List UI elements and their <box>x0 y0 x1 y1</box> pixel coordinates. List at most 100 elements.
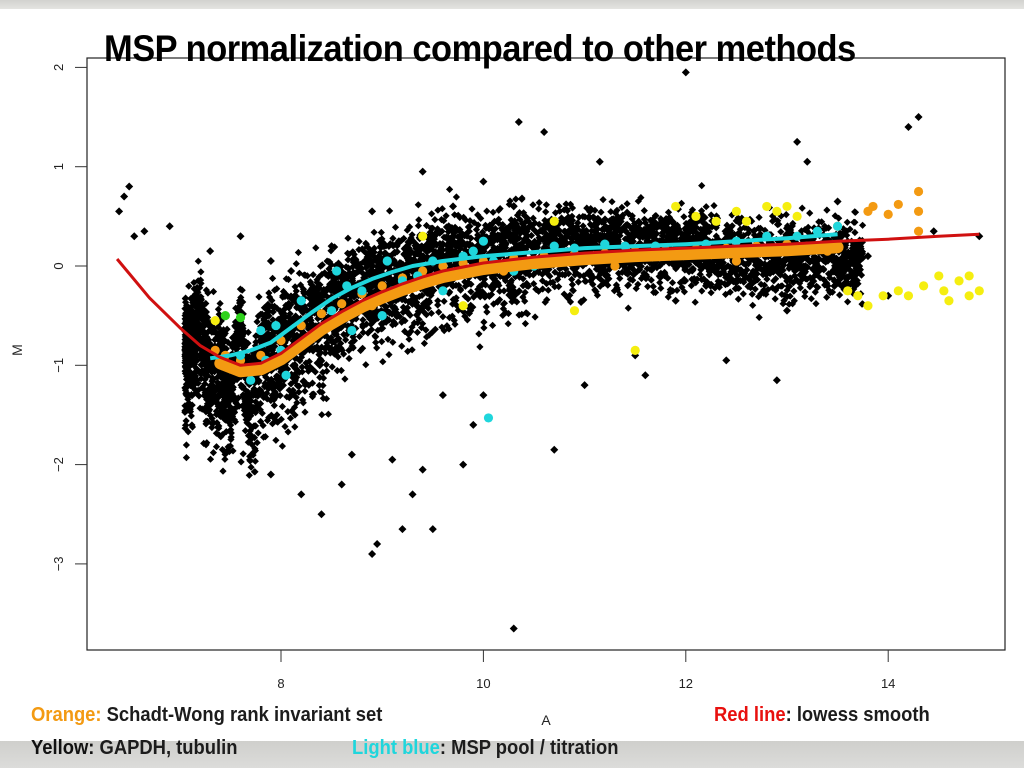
yellow-point <box>954 276 964 286</box>
yellow-point <box>893 286 903 296</box>
x-tick-label: 12 <box>679 676 693 691</box>
outlier-point <box>793 137 802 146</box>
plot-frame <box>86 57 1006 651</box>
yellow-point <box>939 286 949 296</box>
outlier-point <box>398 525 407 534</box>
outlier-point <box>165 222 174 231</box>
legend-yellow: Yellow: GAPDH, tubulin <box>31 737 237 760</box>
orange-point <box>883 209 893 219</box>
slide-title: MSP normalization compared to other meth… <box>104 28 856 69</box>
outlier-point <box>904 122 913 131</box>
outlier-point <box>722 356 731 365</box>
legend-key-yellow: Yellow: <box>31 737 95 759</box>
outlier-point <box>327 242 336 251</box>
x-tick-label: 8 <box>277 676 284 691</box>
outlier-point <box>469 420 478 429</box>
light-blue-point <box>327 306 337 316</box>
light-blue-smooth-line <box>209 232 838 361</box>
outlier-point <box>823 281 832 290</box>
outlier-point <box>266 470 275 479</box>
outlier-point <box>772 376 781 385</box>
outlier-point <box>347 450 356 459</box>
yellow-point <box>863 301 873 311</box>
yellow-point <box>772 206 782 216</box>
outlier-point <box>914 113 923 122</box>
light-blue-point <box>357 286 367 296</box>
outlier-point <box>479 177 488 186</box>
light-blue-point <box>332 266 342 276</box>
legend-key-red-line: Red line <box>714 704 786 726</box>
y-tick-label: −2 <box>51 457 66 472</box>
yellow-point <box>671 201 681 212</box>
x-tick-label: 14 <box>881 676 895 691</box>
yellow-point <box>964 271 974 281</box>
outlier-point <box>550 445 559 454</box>
legend-text-light-blue: : MSP pool / titration <box>439 737 619 759</box>
smooth-line-layer <box>115 232 980 378</box>
yellow-point <box>903 291 914 301</box>
light-blue-point <box>483 413 494 423</box>
legend-key-orange: Orange: <box>31 704 102 726</box>
yellow-point <box>792 211 802 221</box>
outlier-point <box>863 252 872 261</box>
outlier-point <box>115 207 124 216</box>
y-tick-label: −1 <box>51 358 66 373</box>
outlier-point <box>459 460 468 469</box>
light-blue-point <box>382 256 392 266</box>
outlier-point <box>929 227 938 236</box>
y-axis-label: M <box>9 344 25 356</box>
yellow-point <box>934 271 944 281</box>
legend-text-orange: Schadt-Wong rank invariant set <box>101 704 383 726</box>
orange-band <box>214 241 844 378</box>
outlier-point <box>266 257 275 266</box>
outlier-point <box>297 490 306 499</box>
outlier-point <box>287 266 296 275</box>
yellow-point <box>964 291 974 301</box>
yellow-point <box>843 286 853 296</box>
yellow-point <box>731 206 742 216</box>
red-lowess-line <box>115 232 980 367</box>
yellow-point <box>853 291 863 301</box>
outlier-point <box>671 296 680 305</box>
outlier-point <box>509 624 518 633</box>
orange-point <box>893 199 903 210</box>
yellow-point <box>418 231 428 241</box>
light-blue-point <box>468 246 478 256</box>
green-point <box>220 311 230 321</box>
bottom-decorative-band <box>0 741 1024 768</box>
outlier-point <box>783 306 791 315</box>
light-blue-point <box>281 370 291 380</box>
orange-point <box>316 309 327 319</box>
outlier-point <box>449 202 458 211</box>
orange-point <box>913 226 924 236</box>
orange-point <box>913 206 924 216</box>
x-axis-label: A <box>541 712 551 728</box>
orange-point <box>913 186 924 197</box>
y-tick-label: 1 <box>51 163 66 170</box>
outlier-point <box>479 391 488 400</box>
outlier-point <box>236 232 245 241</box>
green-point <box>235 313 246 323</box>
legend-orange: Orange: Schadt-Wong rank invariant set <box>31 704 382 727</box>
outlier-point <box>681 68 690 77</box>
light-blue-point <box>377 311 387 321</box>
orange-point <box>377 281 387 291</box>
outlier-point <box>368 207 377 216</box>
outlier-point <box>418 167 427 176</box>
outlier-point <box>702 281 711 290</box>
light-blue-point <box>296 296 306 306</box>
legend-light-blue: Light blue: MSP pool / titration <box>352 737 618 760</box>
outlier-point <box>428 525 437 534</box>
light-blue-point <box>347 325 357 336</box>
light-blue-point <box>246 375 256 385</box>
outlier-point <box>120 192 129 201</box>
highlight-series-layer <box>210 186 984 423</box>
outlier-point <box>373 540 382 549</box>
light-blue-point <box>478 236 488 246</box>
yellow-point <box>549 216 559 226</box>
orange-point <box>337 299 347 309</box>
light-blue-point <box>833 221 843 231</box>
light-blue-point <box>271 320 281 331</box>
outlier-point <box>337 480 346 489</box>
y-tick-label: 2 <box>51 64 66 71</box>
